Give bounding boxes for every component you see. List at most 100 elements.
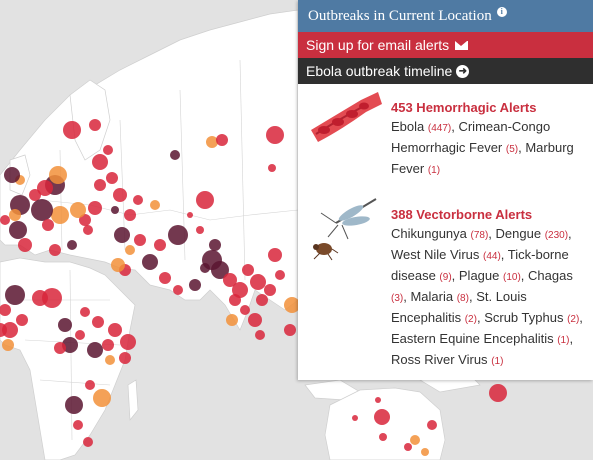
outbreak-marker[interactable] [63,121,81,139]
outbreak-marker[interactable] [62,337,78,353]
outbreak-marker[interactable] [105,355,115,365]
outbreak-marker[interactable] [103,145,113,155]
outbreak-marker[interactable] [106,172,118,184]
outbreak-marker[interactable] [119,352,131,364]
outbreak-marker[interactable] [264,284,276,296]
outbreak-marker[interactable] [248,313,262,327]
outbreak-marker[interactable] [232,282,248,298]
outbreak-marker[interactable] [216,134,228,146]
outbreak-marker[interactable] [5,285,25,305]
outbreak-marker[interactable] [31,199,53,221]
outbreak-marker[interactable] [37,180,53,196]
outbreak-marker[interactable] [410,435,420,445]
outbreak-marker[interactable] [9,209,21,221]
ebola-timeline-button[interactable]: Ebola outbreak timeline ➜ [298,58,593,84]
outbreak-marker[interactable] [73,420,83,430]
outbreak-marker[interactable] [284,324,296,336]
outbreak-marker[interactable] [29,189,41,201]
outbreak-marker[interactable] [70,202,86,218]
outbreak-marker[interactable] [268,248,282,262]
outbreak-marker[interactable] [209,239,221,251]
outbreak-marker[interactable] [49,244,61,256]
outbreak-marker[interactable] [187,212,193,218]
outbreak-marker[interactable] [0,304,11,316]
outbreak-marker[interactable] [2,322,18,338]
outbreak-marker[interactable] [206,136,218,148]
outbreak-marker[interactable] [374,409,390,425]
outbreak-marker[interactable] [133,195,143,205]
outbreak-marker[interactable] [489,384,507,402]
outbreak-marker[interactable] [16,314,28,326]
outbreak-marker[interactable] [229,294,241,306]
outbreak-marker[interactable] [421,448,429,456]
outbreak-marker[interactable] [256,294,268,306]
outbreak-marker[interactable] [114,227,130,243]
email-alerts-button[interactable]: Sign up for email alerts [298,32,593,58]
outbreak-marker[interactable] [154,239,166,251]
outbreak-marker[interactable] [94,179,106,191]
outbreak-marker[interactable] [83,437,93,447]
outbreak-marker[interactable] [124,209,136,221]
outbreak-marker[interactable] [89,119,101,131]
outbreak-markers[interactable] [0,119,507,456]
outbreak-marker[interactable] [58,318,72,332]
outbreak-marker[interactable] [83,225,93,235]
outbreak-marker[interactable] [75,330,85,340]
outbreak-marker[interactable] [352,415,358,421]
outbreak-marker[interactable] [255,330,265,340]
outbreak-marker[interactable] [0,215,10,225]
outbreak-marker[interactable] [404,443,412,451]
outbreak-marker[interactable] [113,188,127,202]
outbreak-marker[interactable] [379,433,387,441]
outbreak-marker[interactable] [250,274,266,290]
outbreak-marker[interactable] [189,279,201,291]
outbreak-marker[interactable] [42,219,54,231]
outbreak-marker[interactable] [93,389,111,407]
outbreak-marker[interactable] [284,297,300,313]
outbreak-marker[interactable] [65,396,83,414]
outbreak-marker[interactable] [125,245,135,255]
outbreak-marker[interactable] [200,263,210,273]
outbreak-marker[interactable] [266,126,284,144]
outbreak-marker[interactable] [427,420,437,430]
outbreak-marker[interactable] [92,154,108,170]
outbreak-marker[interactable] [87,342,103,358]
outbreak-marker[interactable] [79,214,91,226]
outbreak-marker[interactable] [223,273,237,287]
outbreak-marker[interactable] [242,264,254,276]
outbreak-marker[interactable] [9,221,27,239]
outbreak-marker[interactable] [168,225,188,245]
outbreak-marker[interactable] [211,261,229,279]
outbreak-marker[interactable] [4,167,20,183]
outbreak-marker[interactable] [196,226,204,234]
outbreak-marker[interactable] [102,339,114,351]
outbreak-marker[interactable] [88,201,102,215]
outbreak-marker[interactable] [120,334,136,350]
outbreak-marker[interactable] [268,164,276,172]
outbreak-marker[interactable] [196,191,214,209]
outbreak-marker[interactable] [226,314,238,326]
outbreak-marker[interactable] [275,270,285,280]
outbreak-marker[interactable] [54,342,66,354]
outbreak-marker[interactable] [2,339,14,351]
outbreak-marker[interactable] [142,254,158,270]
outbreak-marker[interactable] [85,380,95,390]
outbreak-marker[interactable] [159,272,171,284]
outbreak-marker[interactable] [51,206,69,224]
outbreak-marker[interactable] [170,150,180,160]
info-icon[interactable]: i [496,7,507,17]
outbreak-marker[interactable] [375,397,381,403]
outbreak-marker[interactable] [111,258,125,272]
outbreak-marker[interactable] [240,305,250,315]
outbreak-marker[interactable] [67,240,77,250]
outbreak-marker[interactable] [173,285,183,295]
outbreak-marker[interactable] [49,166,67,184]
outbreak-marker[interactable] [42,288,62,308]
outbreak-marker[interactable] [108,323,122,337]
outbreak-marker[interactable] [92,316,104,328]
outbreak-marker[interactable] [111,206,119,214]
outbreak-marker[interactable] [80,307,90,317]
outbreak-marker[interactable] [134,234,146,246]
outbreak-marker[interactable] [0,323,7,337]
outbreak-marker[interactable] [18,238,32,252]
